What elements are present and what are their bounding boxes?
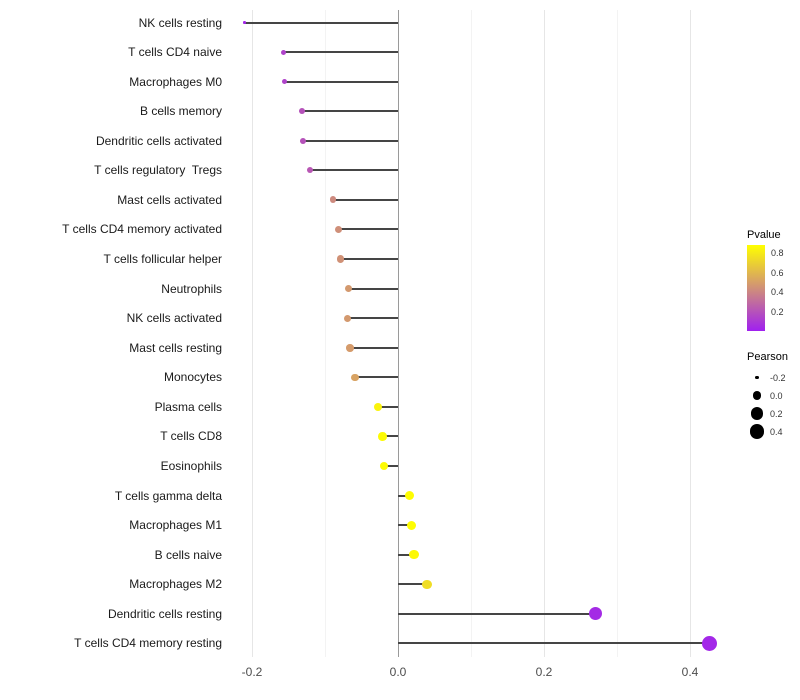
lollipop-stem bbox=[382, 435, 398, 438]
y-axis-label: T cells regulatory Tregs bbox=[94, 163, 222, 178]
lollipop-stem bbox=[348, 287, 398, 290]
y-axis-label: Macrophages M1 bbox=[129, 518, 222, 533]
y-axis-label: T cells CD4 memory activated bbox=[62, 222, 222, 237]
pvalue-tick-label: 0.8 bbox=[771, 248, 784, 259]
y-axis-label: Mast cells resting bbox=[129, 340, 222, 355]
y-axis-label: T cells CD4 naive bbox=[128, 45, 222, 60]
y-axis-label: Dendritic cells activated bbox=[95, 133, 222, 148]
lollipop-dot bbox=[379, 461, 389, 471]
pearson-legend-dot bbox=[755, 375, 759, 380]
lollipop-stem bbox=[398, 524, 412, 527]
pearson-legend-dot bbox=[749, 424, 765, 439]
x-axis-tick-label: 0.2 bbox=[535, 665, 553, 679]
lollipop-dot bbox=[588, 607, 602, 621]
lollipop-stem bbox=[340, 258, 398, 261]
lollipop-stem bbox=[333, 198, 398, 201]
lollipop-stem bbox=[347, 317, 398, 320]
y-axis-label: T cells CD4 memory resting bbox=[74, 636, 222, 651]
lollipop-dot bbox=[346, 344, 354, 352]
pearson-legend-label: -0.2 bbox=[770, 372, 786, 383]
lollipop-stem bbox=[244, 21, 398, 24]
zero-axis-line bbox=[398, 10, 399, 657]
y-axis-label: Macrophages M0 bbox=[129, 74, 222, 89]
lollipop-dot bbox=[378, 432, 387, 441]
lollipop-dot bbox=[351, 373, 359, 382]
lollipop-dot bbox=[334, 225, 342, 234]
y-axis-label: Neutrophils bbox=[161, 281, 222, 296]
lollipop-dot bbox=[407, 520, 417, 530]
lollipop-dot bbox=[336, 255, 344, 263]
lollipop-stem bbox=[303, 139, 398, 142]
gridline-minor bbox=[471, 10, 472, 657]
gridline-minor bbox=[617, 10, 618, 657]
lollipop-stem bbox=[378, 405, 398, 408]
pvalue-tick-label: 0.6 bbox=[771, 267, 784, 278]
x-axis-tick-label: 0.4 bbox=[681, 665, 699, 679]
lollipop-stem bbox=[398, 553, 415, 556]
lollipop-dot bbox=[243, 21, 246, 24]
y-axis-label: T cells CD8 bbox=[160, 429, 222, 444]
pearson-legend-label: 0.4 bbox=[770, 426, 783, 437]
y-axis-label: Eosinophils bbox=[160, 459, 222, 474]
lollipop-stem bbox=[349, 346, 398, 349]
lollipop-stem bbox=[309, 169, 398, 172]
lollipop-dot bbox=[343, 314, 352, 322]
gridline-major bbox=[252, 10, 253, 657]
lollipop-stem bbox=[398, 494, 410, 497]
lollipop-stem bbox=[384, 465, 398, 468]
y-axis-label: Dendritic cells resting bbox=[107, 606, 222, 621]
lollipop-stem bbox=[398, 612, 596, 615]
pearson-legend-title: Pearson bbox=[747, 351, 788, 363]
pvalue-tick-label: 0.4 bbox=[771, 287, 784, 298]
lollipop-dot bbox=[422, 579, 432, 590]
y-axis-label: B cells naive bbox=[154, 547, 222, 562]
lollipop-stem bbox=[283, 51, 398, 54]
lollipop-dot bbox=[281, 79, 287, 85]
y-axis-label: NK cells resting bbox=[138, 15, 222, 30]
y-axis-label: Monocytes bbox=[163, 370, 222, 385]
y-axis-label: T cells follicular helper bbox=[103, 252, 223, 267]
x-axis-tick-label: -0.2 bbox=[241, 665, 263, 679]
lollipop-dot bbox=[300, 137, 306, 144]
lollipop-stem bbox=[398, 642, 710, 645]
y-axis-label: Plasma cells bbox=[154, 399, 222, 414]
pearson-legend-label: 0.2 bbox=[770, 408, 783, 419]
y-axis-label: B cells memory bbox=[139, 104, 222, 119]
lollipop-stem bbox=[284, 80, 398, 83]
gridline-major bbox=[544, 10, 545, 657]
lollipop-dot bbox=[702, 635, 718, 651]
lollipop-dot bbox=[374, 402, 383, 412]
pearson-legend-label: 0.0 bbox=[770, 390, 783, 401]
lollipop-stem bbox=[302, 110, 398, 113]
lollipop-stem bbox=[398, 583, 428, 586]
lollipop-dot bbox=[409, 550, 419, 560]
lollipop-dot bbox=[299, 108, 306, 115]
lollipop-stem bbox=[338, 228, 398, 231]
gridline-major bbox=[690, 10, 691, 657]
lollipop-dot bbox=[344, 284, 353, 293]
lollipop-dot bbox=[329, 196, 337, 204]
pvalue-gradient-bar bbox=[747, 245, 765, 331]
pvalue-tick-label: 0.2 bbox=[771, 306, 784, 317]
pearson-legend-dot bbox=[750, 407, 764, 420]
y-axis-label: T cells gamma delta bbox=[114, 488, 222, 503]
lollipop-stem bbox=[354, 376, 398, 379]
gridline-minor bbox=[325, 10, 326, 657]
lollipop-dot bbox=[306, 167, 313, 174]
y-axis-label: NK cells activated bbox=[126, 311, 222, 326]
pearson-legend-dot bbox=[752, 391, 762, 400]
lollipop-dot bbox=[405, 491, 415, 501]
pvalue-legend-title: Pvalue bbox=[747, 229, 781, 241]
y-axis-label: Mast cells activated bbox=[117, 192, 222, 207]
x-axis-tick-label: 0.0 bbox=[389, 665, 407, 679]
lollipop-dot bbox=[280, 49, 286, 55]
y-axis-label: Macrophages M2 bbox=[129, 577, 222, 592]
